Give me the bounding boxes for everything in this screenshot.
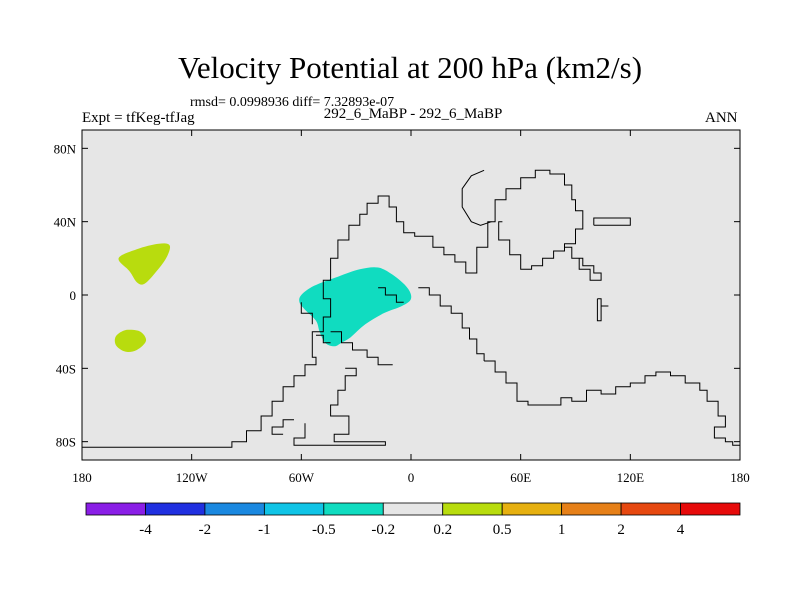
colorbar-box [561, 502, 622, 516]
y-tick-label: 80N [54, 141, 77, 156]
colorbar-box [382, 502, 444, 516]
chart-title: Velocity Potential at 200 hPa (km2/s) [177, 50, 643, 85]
colorbar-label: 4 [677, 522, 685, 538]
colorbar: -4 -2 -1 -0.5 -0.2 0.2 0.5 1 2 4 [85, 502, 741, 538]
x-tick-label: 180 [730, 470, 750, 485]
colorbar-label: 0.2 [433, 522, 452, 538]
map-content [82, 169, 740, 448]
stats-label: rmsd= 0.0998936 diff= 7.32893e-07 [190, 95, 395, 110]
colorbar-box [501, 502, 563, 516]
colorbar-box [145, 502, 206, 516]
colorbar-label: 0.5 [493, 522, 512, 538]
colorbar-box [680, 502, 741, 516]
colorbar-box [323, 502, 384, 516]
coastline-11 [316, 334, 331, 344]
plot-area: 180 120W 60W 0 60E 120E 180 80N 40N 0 40S 80S [54, 129, 750, 485]
contour-region-1 [118, 243, 171, 285]
x-tick-label: 180 [72, 470, 92, 485]
coastline-9 [293, 367, 386, 446]
colorbar-label: -0.2 [371, 522, 395, 538]
colorbar-label: 1 [558, 522, 566, 538]
contour-region-2 [114, 329, 147, 353]
colorbar-box [620, 502, 681, 516]
colorbar-label: -4 [139, 522, 152, 538]
colorbar-label: -2 [199, 522, 212, 538]
y-tick-label: 40S [56, 361, 76, 376]
coastline-1 [82, 169, 584, 448]
coastline-12 [593, 217, 631, 226]
x-tick-label: 0 [408, 470, 415, 485]
coastline-5 [378, 287, 404, 303]
colorbar-box [442, 502, 503, 516]
coastline-4 [418, 287, 485, 361]
coastline-10 [271, 419, 294, 435]
x-tick-label: 60E [510, 470, 531, 485]
colorbar-box [204, 502, 265, 516]
colorbar-label: -1 [258, 522, 271, 538]
colorbar-box [85, 502, 146, 516]
colorbar-label: -0.5 [312, 522, 336, 538]
coastline-3 [564, 246, 602, 281]
contour-region-3 [299, 267, 412, 347]
coastline-13 [596, 298, 602, 322]
coastline-2 [461, 169, 492, 226]
cases-label: 292_6_MaBP - 292_6_MaBP [323, 106, 503, 122]
x-tick-label: 60W [289, 470, 315, 485]
y-tick-label: 80S [56, 435, 76, 450]
season-label: ANN [705, 110, 738, 126]
y-tick-label: 40N [54, 215, 77, 230]
coastline-7 [300, 302, 313, 325]
coastline-8 [330, 331, 393, 366]
experiment-label: Expt = tfKeg-tfJag [82, 110, 195, 126]
colorbar-box [263, 502, 325, 516]
colorbar-label: 2 [617, 522, 625, 538]
x-tick-label: 120W [176, 470, 209, 485]
x-tick-label: 120E [617, 470, 645, 485]
y-tick-label: 0 [70, 288, 77, 303]
coastline-6 [484, 360, 740, 446]
